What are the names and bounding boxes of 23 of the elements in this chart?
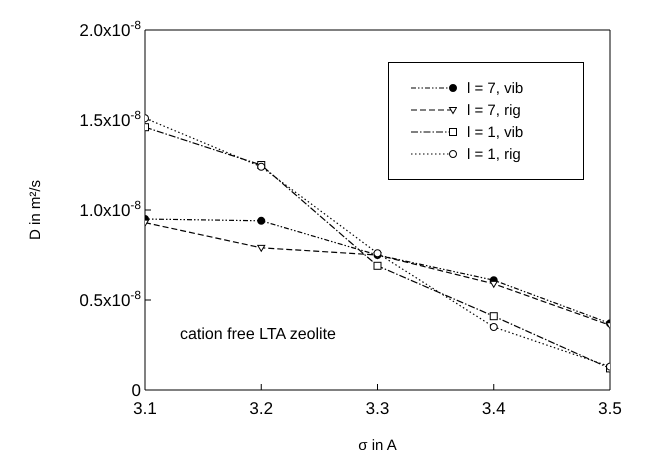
chart-note: cation free LTA zeolite [180,326,336,344]
y-tick-label: 1.0x10$^{-8}$ [79,198,142,220]
x-tick-label: 3.3 [366,399,390,418]
point [374,262,382,270]
legend-label: l = 7, vib [467,80,524,96]
point [257,216,266,225]
x-tick-label: 3.2 [249,399,274,418]
point [257,244,266,252]
x-tick-label: 3.4 [482,399,506,418]
x-axis-title: σ in A [358,437,397,454]
legend-label: l = 1, vib [467,124,524,140]
legend-label: l = 1, rig [467,146,521,162]
point [490,312,498,320]
y-tick-label: 0.5x10$^{-8}$ [79,288,142,310]
y-tick-label: 2.0x10$^{-8}$ [79,18,142,40]
legend-label: l = 7, rig [467,102,521,118]
point [490,280,498,288]
y-axis-title: D in m²/s [27,180,44,240]
y-tick-label: 1.5x10$^{-8}$ [79,108,142,130]
x-tick-label: 3.5 [598,399,622,418]
x-tick-label: 3.1 [133,399,157,418]
point [490,323,498,331]
y-tick-label: 0 [132,381,141,400]
